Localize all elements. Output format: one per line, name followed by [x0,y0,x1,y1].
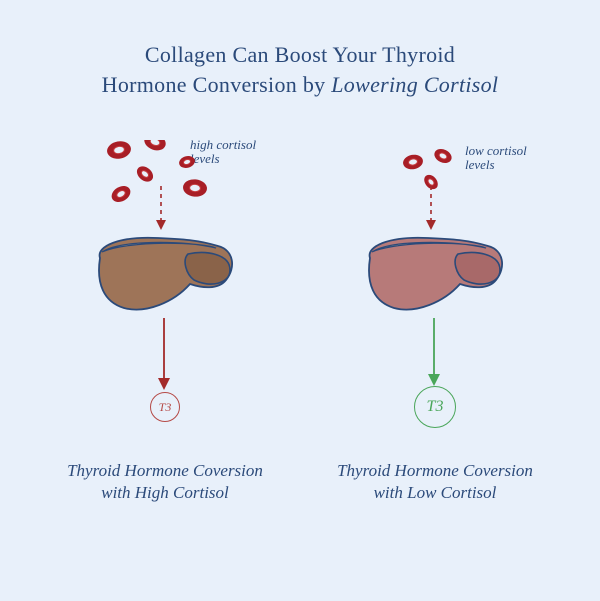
blood-cell-icon [109,183,134,205]
liver-icon-high [90,230,240,330]
infographic-canvas: Collagen Can Boost Your Thyroid Hormone … [0,0,600,601]
t3-text-high: T3 [159,400,172,415]
title-line1: Collagen Can Boost Your Thyroid [145,42,455,67]
blood-cell-icon [432,146,454,165]
t3-badge-high: T3 [150,392,180,422]
blood-cell-icon [106,140,133,161]
t3-text-low: T3 [427,398,444,416]
blood-cell-icon [178,154,196,169]
caption-low: Thyroid Hormone Coversionwith Low Cortis… [305,460,565,504]
page-title: Collagen Can Boost Your Thyroid Hormone … [0,40,600,99]
t3-badge-low: T3 [414,386,456,428]
caption-high: Thyroid Hormone Coversionwith High Corti… [35,460,295,504]
title-line2-em: Lowering Cortisol [331,72,498,97]
blood-cell-icon [134,163,156,184]
title-line2-plain: Hormone Conversion by [102,72,332,97]
liver-icon-low [360,230,510,330]
blood-cell-icon [402,153,424,171]
blood-cell-icon [142,140,168,153]
